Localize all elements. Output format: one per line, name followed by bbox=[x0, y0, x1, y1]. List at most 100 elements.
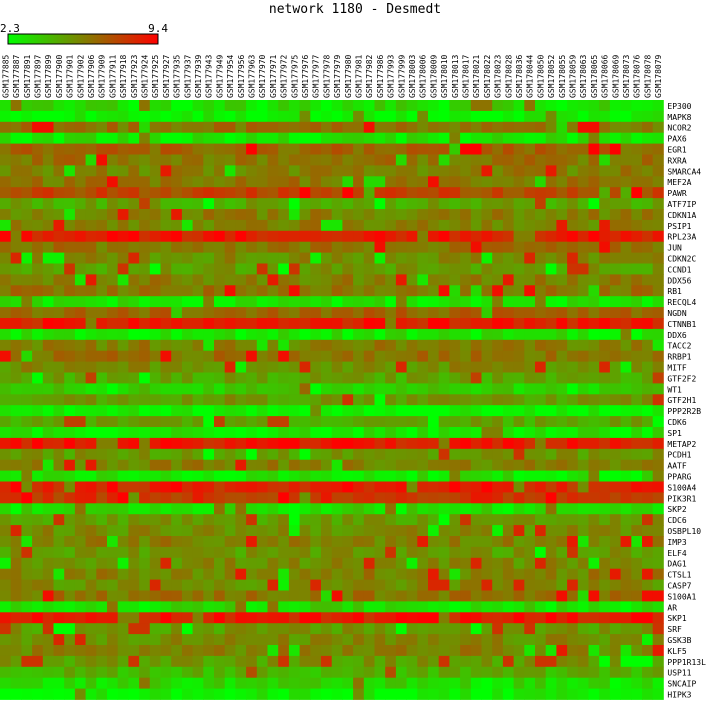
heatmap-cell bbox=[609, 634, 621, 646]
heatmap-cell bbox=[139, 350, 151, 362]
heatmap-cell bbox=[524, 198, 536, 210]
heatmap-cell bbox=[288, 405, 300, 417]
heatmap-cell bbox=[321, 263, 333, 275]
heatmap-cell bbox=[0, 612, 12, 624]
heatmap-cell bbox=[224, 361, 236, 373]
heatmap-cell bbox=[620, 132, 632, 144]
column-label: GSM177986 bbox=[376, 54, 385, 98]
heatmap-cell bbox=[321, 274, 333, 286]
heatmap-cell bbox=[342, 416, 354, 428]
heatmap-cell bbox=[53, 219, 65, 232]
heatmap-cell bbox=[53, 154, 65, 166]
heatmap-cell bbox=[171, 339, 183, 352]
heatmap-cell bbox=[588, 263, 600, 275]
heatmap-cell bbox=[235, 470, 247, 482]
heatmap-cell bbox=[513, 132, 525, 144]
heatmap-cell bbox=[524, 383, 536, 395]
heatmap-cell bbox=[107, 557, 119, 570]
heatmap-cell bbox=[599, 394, 611, 406]
heatmap-cell bbox=[374, 503, 386, 515]
heatmap-cell bbox=[449, 590, 461, 602]
heatmap-cell bbox=[21, 634, 33, 646]
heatmap-cell bbox=[438, 307, 450, 319]
heatmap-cell bbox=[0, 634, 12, 646]
heatmap-cell bbox=[267, 219, 279, 232]
heatmap-cell bbox=[267, 143, 279, 155]
heatmap-cell bbox=[417, 176, 429, 188]
heatmap-cell bbox=[395, 503, 407, 515]
heatmap-cell bbox=[74, 655, 86, 668]
heatmap-cell bbox=[171, 230, 183, 243]
heatmap-cell bbox=[149, 536, 161, 548]
heatmap-cell bbox=[21, 361, 33, 373]
heatmap-cell bbox=[128, 328, 140, 341]
heatmap-cell bbox=[21, 198, 33, 210]
heatmap-cell bbox=[331, 448, 343, 461]
heatmap-cell bbox=[203, 601, 215, 613]
heatmap-cell bbox=[310, 666, 322, 679]
heatmap-cell bbox=[224, 525, 236, 537]
heatmap-cell bbox=[42, 176, 54, 188]
heatmap-cell bbox=[256, 132, 268, 144]
heatmap-cell bbox=[224, 121, 236, 134]
heatmap-cell bbox=[577, 623, 589, 635]
heatmap-cell bbox=[492, 394, 504, 406]
heatmap-cell bbox=[321, 372, 333, 384]
heatmap-cell bbox=[331, 328, 343, 341]
heatmap-cell bbox=[278, 634, 290, 646]
heatmap-cell bbox=[406, 546, 418, 559]
heatmap-cell bbox=[492, 448, 504, 461]
heatmap-cell bbox=[609, 100, 621, 112]
heatmap-cell bbox=[417, 154, 429, 166]
heatmap-cell bbox=[96, 219, 108, 232]
heatmap-cell bbox=[32, 350, 44, 362]
heatmap-cell bbox=[535, 623, 547, 635]
heatmap-cell bbox=[652, 307, 664, 319]
heatmap-cell bbox=[342, 361, 354, 373]
heatmap-cell bbox=[567, 623, 579, 635]
heatmap-cell bbox=[652, 448, 664, 461]
heatmap-cell bbox=[449, 154, 461, 166]
heatmap-cell bbox=[620, 623, 632, 635]
heatmap-cell bbox=[267, 645, 279, 657]
heatmap-cell bbox=[160, 361, 172, 373]
heatmap-cell bbox=[64, 688, 76, 700]
heatmap-cell bbox=[556, 187, 568, 199]
heatmap-cell bbox=[577, 176, 589, 188]
heatmap-cell bbox=[460, 536, 472, 548]
heatmap-cell bbox=[288, 536, 300, 548]
heatmap-cell bbox=[85, 372, 97, 384]
row-label: GTF2H1 bbox=[667, 396, 696, 405]
heatmap-cell bbox=[74, 100, 86, 112]
heatmap-cell bbox=[107, 121, 119, 134]
heatmap-cell bbox=[139, 187, 151, 199]
heatmap-cell bbox=[224, 176, 236, 188]
heatmap-cell bbox=[502, 514, 514, 526]
heatmap-cell bbox=[492, 568, 504, 580]
row-label: MITF bbox=[667, 364, 686, 373]
heatmap-cell bbox=[535, 470, 547, 482]
heatmap-cell bbox=[535, 601, 547, 613]
heatmap-cell bbox=[620, 459, 632, 471]
heatmap-cell bbox=[192, 274, 204, 286]
heatmap-cell bbox=[192, 514, 204, 526]
heatmap-cell bbox=[652, 623, 664, 635]
heatmap-cell bbox=[160, 536, 172, 548]
column-label: GSM178003 bbox=[408, 54, 417, 98]
heatmap-cell bbox=[331, 536, 343, 548]
heatmap-cell bbox=[299, 623, 311, 635]
heatmap-cell bbox=[331, 274, 343, 286]
heatmap-cell bbox=[299, 688, 311, 700]
heatmap-cell bbox=[342, 165, 354, 177]
heatmap-cell bbox=[224, 612, 236, 624]
heatmap-cell bbox=[545, 590, 557, 602]
heatmap-cell bbox=[85, 514, 97, 526]
heatmap-cell bbox=[545, 492, 557, 504]
heatmap-cell bbox=[203, 176, 215, 188]
heatmap-cell bbox=[588, 307, 600, 319]
heatmap-cell bbox=[642, 274, 654, 286]
heatmap-cell bbox=[107, 394, 119, 406]
heatmap-cell bbox=[406, 481, 418, 493]
heatmap-cell bbox=[74, 448, 86, 461]
heatmap-cell bbox=[438, 492, 450, 504]
